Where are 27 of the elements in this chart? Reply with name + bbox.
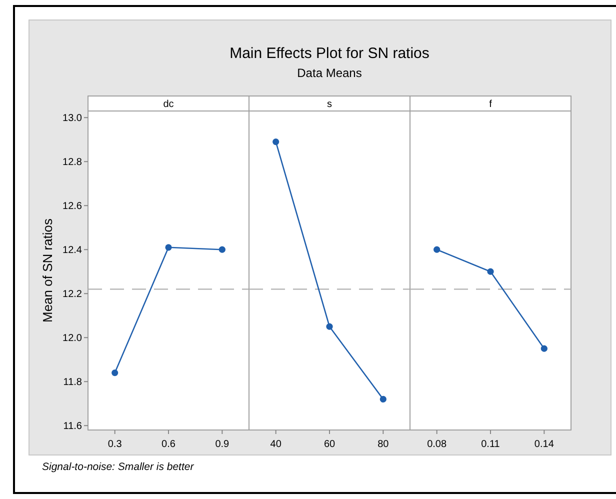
x-tick-label: 0.6 xyxy=(162,439,176,450)
point xyxy=(112,370,118,376)
chart-title: Main Effects Plot for SN ratios xyxy=(230,45,430,62)
y-tick-label: 12.4 xyxy=(62,245,82,256)
x-tick-label: 40 xyxy=(270,439,282,450)
x-axis-title: dc xyxy=(163,99,174,110)
y-tick-label: 12.6 xyxy=(62,201,82,212)
y-tick-label: 11.6 xyxy=(63,421,82,432)
x-axis-title: s xyxy=(327,99,332,110)
x-tick-label: 80 xyxy=(378,439,390,450)
x-tick-label: 0.11 xyxy=(481,439,500,450)
y-tick-label: 11.8 xyxy=(63,377,82,388)
y-axis-title: Mean of SN ratios xyxy=(40,218,55,323)
point xyxy=(165,244,172,251)
x-tick-label: 0.08 xyxy=(427,439,447,450)
x-tick-label: 0.9 xyxy=(215,439,230,450)
y-tick-label: 13.0 xyxy=(62,113,82,124)
chart-subtitle: Data Means xyxy=(297,66,362,80)
x-axis-title: f xyxy=(489,99,492,110)
y-tick-label: 12.8 xyxy=(62,157,82,168)
x-tick-label: 60 xyxy=(324,439,336,450)
text: Signal-to-noise: Smaller is better xyxy=(42,461,194,473)
y-tick-label: 12.0 xyxy=(62,333,82,344)
y-tick-label: 12.2 xyxy=(62,289,82,300)
x-tick-label: 0.3 xyxy=(108,439,122,450)
x-tick-label: 0.14 xyxy=(534,439,554,450)
point xyxy=(218,246,226,253)
